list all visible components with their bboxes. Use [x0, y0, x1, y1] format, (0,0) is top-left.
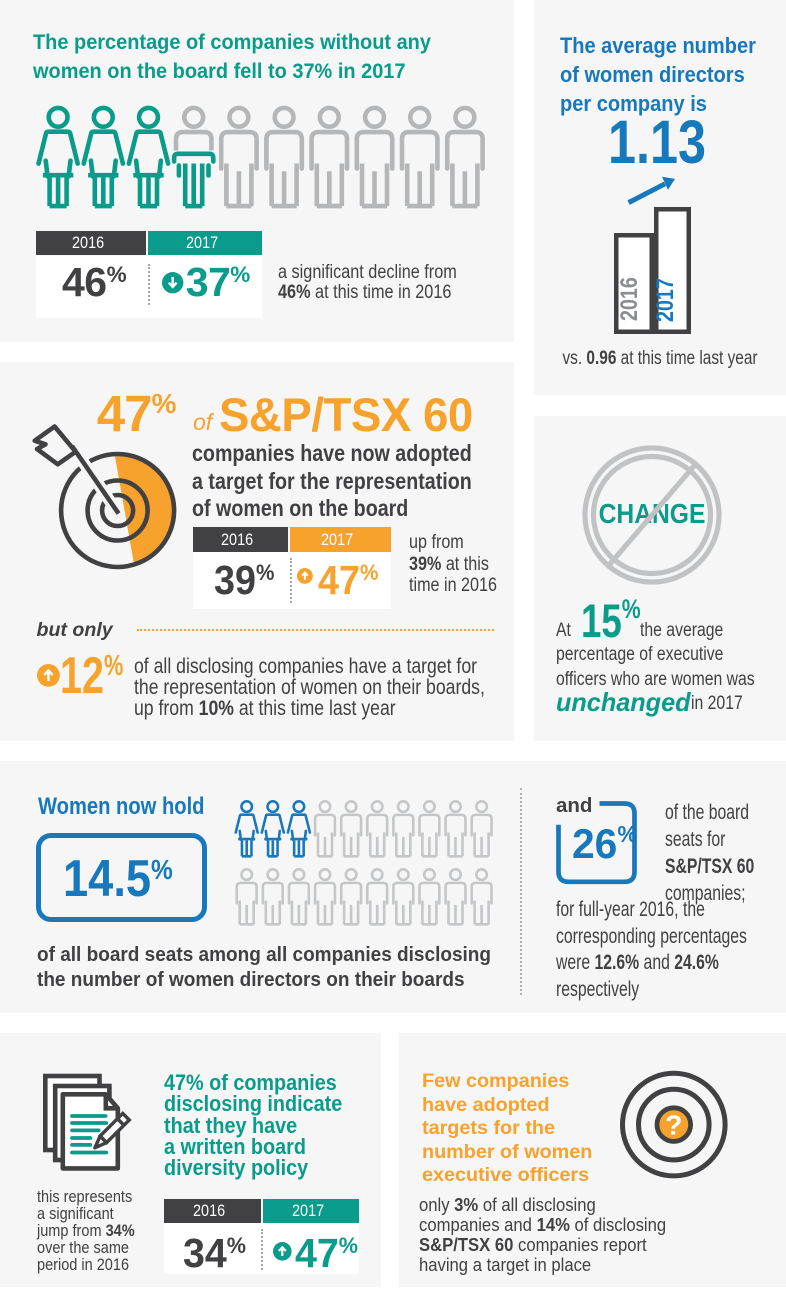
svg-text:?: ?: [665, 1109, 682, 1140]
